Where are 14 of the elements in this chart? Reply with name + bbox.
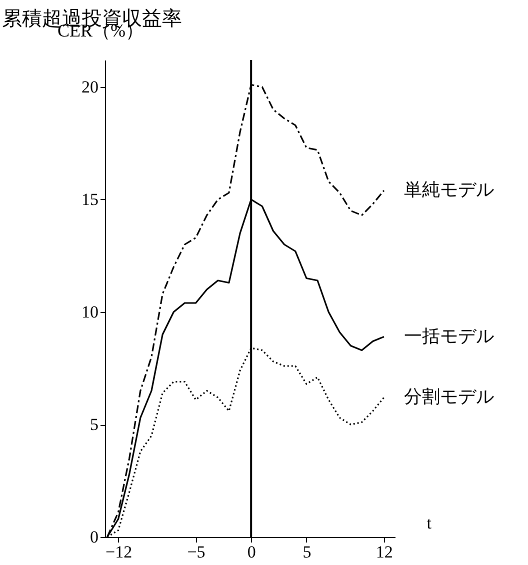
x-tick-label: −12: [105, 542, 132, 562]
x-axis-title: t: [426, 514, 432, 532]
y-tick-label: 0: [90, 528, 98, 546]
series-label: 分割モデル: [404, 386, 494, 406]
y-tick-label: 10: [82, 302, 98, 322]
x-tick-label: −5: [187, 542, 206, 562]
x-tick-label: 12: [376, 542, 393, 562]
x-tick-label: 0: [247, 542, 256, 562]
series-label: 単純モデル: [404, 180, 494, 200]
y-tick-label: 20: [82, 78, 98, 96]
y-tick-label: 15: [82, 190, 98, 209]
y-tick-label: 5: [90, 415, 98, 434]
series-label: 一括モデル: [404, 326, 494, 346]
x-tick-label: 5: [302, 542, 312, 562]
